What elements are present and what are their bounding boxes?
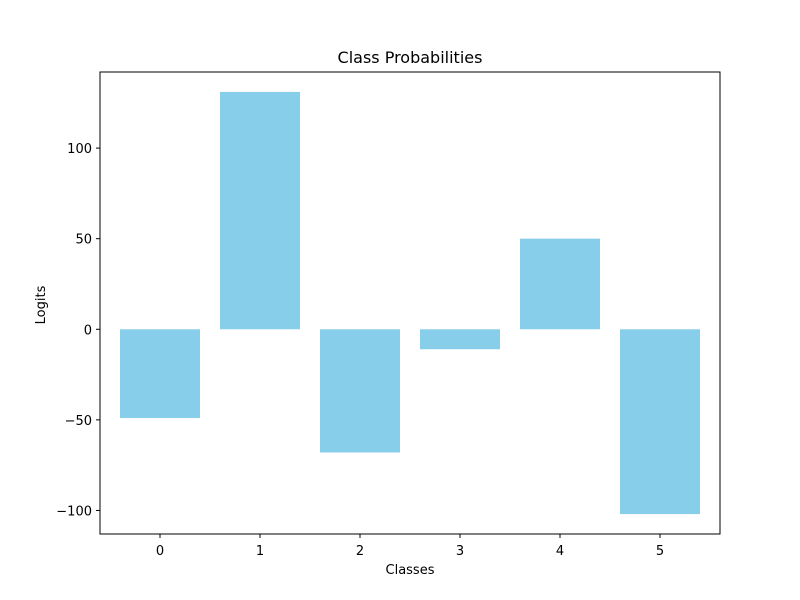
x-tick-label: 5 — [656, 544, 664, 559]
chart-title: Class Probabilities — [338, 48, 483, 67]
x-axis-title: Classes — [386, 563, 435, 578]
y-tick-label: −50 — [65, 414, 92, 429]
bar-0 — [120, 329, 200, 419]
y-tick-label: 100 — [67, 142, 92, 157]
bar-1 — [220, 91, 300, 330]
bar-5 — [620, 329, 700, 515]
bar-4 — [520, 238, 600, 330]
x-tick-label: 0 — [156, 544, 164, 559]
y-axis-title: Logits — [34, 285, 49, 324]
x-tick-label: 4 — [556, 544, 564, 559]
bar-3 — [420, 329, 500, 350]
y-tick-label: 0 — [84, 323, 92, 338]
bar-2 — [320, 329, 400, 453]
axes-layer: −100 −50 0 50 100 0 1 2 3 4 5 — [56, 71, 721, 559]
y-tick-label: −100 — [56, 504, 92, 519]
y-tick-label: 50 — [75, 233, 92, 248]
x-tick-label: 3 — [456, 544, 464, 559]
plot-frame — [99, 71, 721, 535]
x-tick-label: 1 — [256, 544, 264, 559]
x-tick-label: 2 — [356, 544, 364, 559]
bars-layer — [120, 91, 700, 515]
